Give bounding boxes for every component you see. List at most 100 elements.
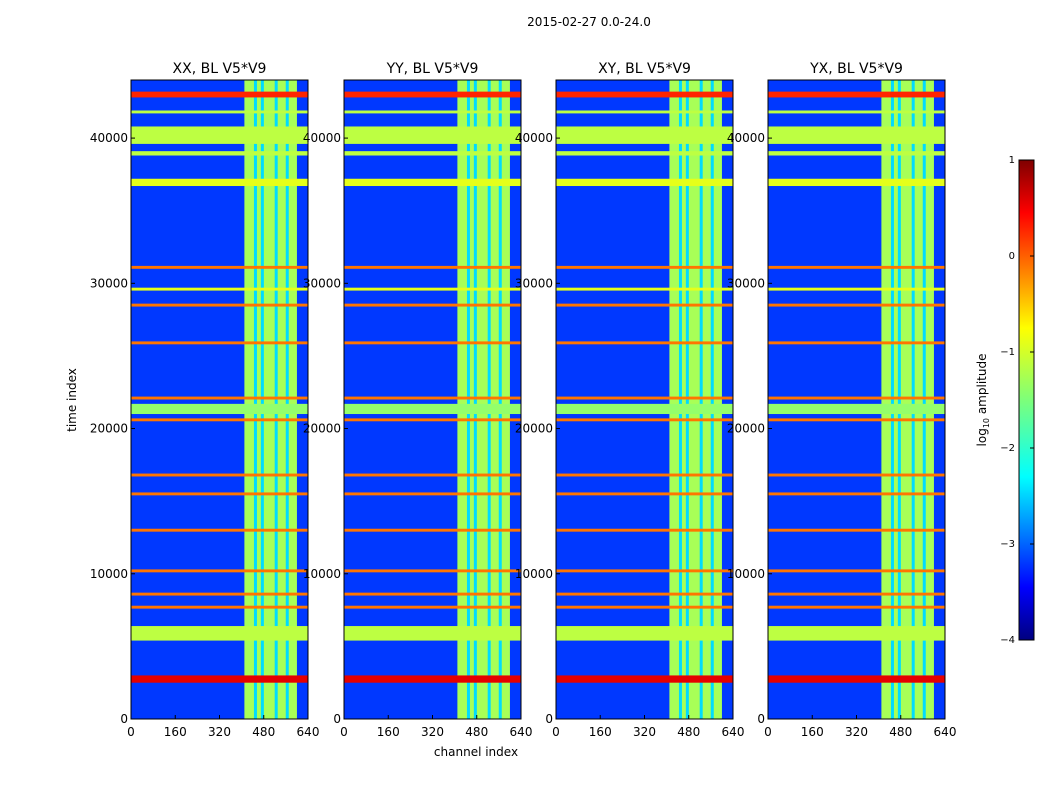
flag-row	[768, 303, 945, 307]
flag-row	[131, 403, 308, 415]
flag-row	[768, 592, 945, 596]
flag-row	[768, 265, 945, 269]
flag-row	[768, 528, 945, 532]
flag-row	[131, 626, 308, 641]
flag-row	[556, 341, 733, 345]
flag-row	[768, 492, 945, 496]
flag-row	[556, 91, 733, 98]
x-tick-label: 640	[510, 725, 533, 739]
flag-row	[344, 569, 521, 573]
flag-row	[768, 178, 945, 187]
flag-row	[131, 91, 308, 98]
colorbar-tick-label: −1	[1000, 347, 1015, 358]
flag-row	[556, 492, 733, 496]
x-tick-label: 160	[164, 725, 187, 739]
flag-row	[344, 626, 521, 641]
flag-row	[344, 675, 521, 683]
flag-row	[768, 341, 945, 345]
flag-row	[344, 492, 521, 496]
x-tick-label: 320	[421, 725, 444, 739]
y-tick-label: 0	[545, 712, 553, 726]
flag-row	[131, 287, 308, 291]
flag-row	[768, 569, 945, 573]
colorbar-label: log10 amplitude	[975, 354, 991, 447]
x-tick-label: 480	[677, 725, 700, 739]
flag-row	[344, 605, 521, 609]
flag-row	[344, 178, 521, 187]
y-tick-label: 30000	[90, 276, 128, 290]
flag-row	[768, 91, 945, 98]
flag-row	[344, 151, 521, 156]
flag-row	[131, 605, 308, 609]
flag-row	[556, 626, 733, 641]
y-tick-label: 20000	[727, 422, 765, 436]
x-tick-label: 0	[552, 725, 560, 739]
panel-title: YY, BL V5*V9	[386, 61, 479, 77]
y-tick-label: 30000	[727, 276, 765, 290]
y-tick-label: 0	[333, 712, 341, 726]
panel-title: XY, BL V5*V9	[598, 61, 691, 77]
flag-row	[131, 341, 308, 345]
flag-row	[131, 418, 308, 422]
flag-row	[768, 287, 945, 291]
figure-suptitle: 2015-02-27 0.0-24.0	[527, 15, 651, 29]
x-tick-label: 320	[845, 725, 868, 739]
panel: XX, BL V5*V9 0 160 320 480 640 0 10000 20000 3000…	[90, 61, 320, 739]
flag-row	[131, 303, 308, 307]
flag-row	[768, 151, 945, 156]
panel-title: XX, BL V5*V9	[173, 61, 267, 77]
flag-row	[131, 396, 308, 400]
flag-row	[556, 675, 733, 683]
flag-row	[768, 473, 945, 477]
flag-row	[768, 110, 945, 114]
flag-row	[344, 287, 521, 291]
x-tick-label: 320	[633, 725, 656, 739]
flag-row	[344, 110, 521, 114]
flag-row	[768, 126, 945, 144]
flag-row	[768, 675, 945, 683]
flag-row	[556, 473, 733, 477]
flag-row	[131, 592, 308, 596]
colorbar-tick-label: −2	[1000, 443, 1015, 454]
flag-row	[131, 265, 308, 269]
flag-row	[556, 418, 733, 422]
flag-row	[344, 403, 521, 415]
x-tick-label: 0	[764, 725, 772, 739]
flag-row	[131, 110, 308, 114]
x-tick-label: 640	[297, 725, 320, 739]
flag-row	[131, 126, 308, 144]
flag-row	[768, 626, 945, 641]
y-tick-label: 20000	[90, 422, 128, 436]
x-tick-label: 640	[722, 725, 745, 739]
flag-row	[131, 178, 308, 187]
x-tick-label: 480	[889, 725, 912, 739]
flag-row	[556, 110, 733, 114]
y-tick-label: 0	[757, 712, 765, 726]
x-axis-label: channel index	[434, 745, 518, 759]
y-tick-label: 10000	[515, 567, 553, 581]
y-tick-label: 20000	[515, 422, 553, 436]
x-tick-label: 640	[934, 725, 957, 739]
panel: YX, BL V5*V9 0 160 320 480 640 0 10000 20000 3000…	[727, 61, 957, 739]
x-tick-label: 160	[801, 725, 824, 739]
flag-row	[131, 528, 308, 532]
flag-row	[344, 592, 521, 596]
y-tick-label: 10000	[303, 567, 341, 581]
flag-row	[556, 528, 733, 532]
x-tick-label: 160	[377, 725, 400, 739]
y-tick-label: 20000	[303, 422, 341, 436]
flag-row	[556, 605, 733, 609]
x-tick-label: 320	[208, 725, 231, 739]
flag-row	[344, 126, 521, 144]
flag-row	[768, 403, 945, 415]
flag-row	[556, 151, 733, 156]
flag-row	[344, 418, 521, 422]
flag-row	[131, 492, 308, 496]
colorbar-tick-label: 0	[1009, 251, 1015, 262]
flag-row	[556, 592, 733, 596]
colorbar-tick-label: −3	[1000, 539, 1015, 550]
colorbar-tick-label: −4	[1000, 635, 1015, 646]
x-tick-label: 0	[127, 725, 135, 739]
flag-row	[344, 91, 521, 98]
